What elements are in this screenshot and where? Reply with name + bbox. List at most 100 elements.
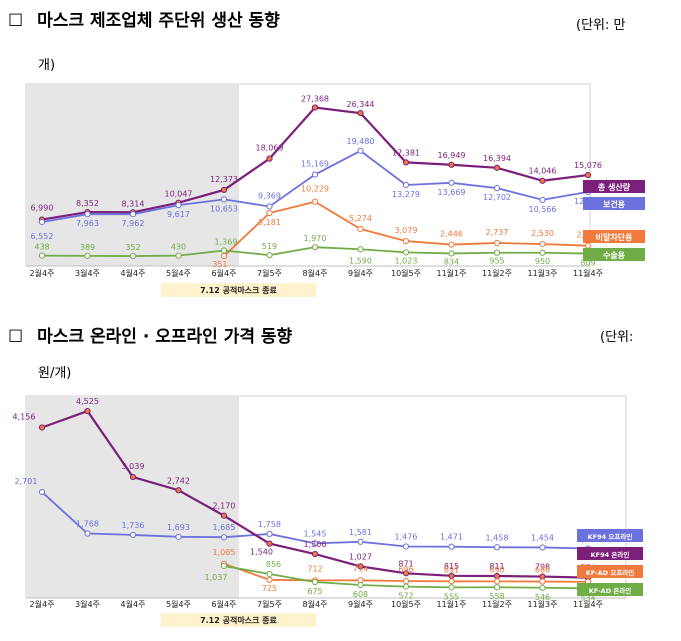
heading-price: ☐ 마스크 온라인 · 오프라인 가격 동향	[8, 322, 292, 347]
legend-swatch	[583, 248, 645, 261]
data-point	[402, 570, 410, 577]
x-tick-label: 9월4주	[348, 268, 373, 278]
data-label: 690	[489, 565, 504, 574]
data-point	[311, 244, 319, 251]
data-point	[402, 159, 410, 166]
data-point	[175, 533, 182, 540]
data-label: 809	[580, 259, 595, 268]
data-point	[220, 247, 228, 254]
data-point	[493, 544, 501, 551]
data-label: 1,476	[395, 532, 418, 541]
data-point	[448, 179, 455, 186]
data-point	[175, 252, 182, 259]
data-label: 1,023	[395, 256, 418, 265]
data-point	[357, 246, 364, 253]
data-label: 1,085	[213, 548, 236, 557]
data-label: 1,685	[213, 523, 236, 532]
x-tick-label: 11월1주	[437, 268, 467, 278]
data-label: 1,454	[531, 533, 554, 542]
x-tick-label: 10월5주	[391, 268, 421, 278]
data-point	[357, 110, 364, 117]
data-label: 27,368	[301, 94, 329, 103]
x-tick-label: 2월4주	[30, 599, 55, 609]
data-label: 1,458	[486, 533, 509, 542]
legend-label: 총 생산량	[598, 182, 631, 192]
data-label: 725	[262, 584, 277, 593]
shaded-region	[26, 84, 239, 266]
data-point	[493, 185, 501, 192]
legend-swatch	[577, 583, 643, 596]
data-label: 519	[262, 242, 277, 251]
data-label: 15,169	[301, 160, 329, 169]
data-point	[493, 578, 501, 585]
data-label: 12,702	[483, 193, 511, 202]
data-label: 10,229	[301, 185, 329, 194]
data-label: 8,314	[122, 199, 145, 208]
data-point	[266, 570, 273, 578]
data-point	[539, 249, 546, 256]
data-label: 351	[212, 260, 227, 269]
data-label: 352	[125, 243, 140, 252]
checkbox-icon: ☐	[8, 11, 24, 31]
data-label: 1,736	[122, 521, 145, 530]
data-point	[220, 562, 228, 570]
data-point	[84, 407, 91, 415]
legend-label: KF-AD 온라인	[589, 586, 632, 595]
data-point	[84, 530, 91, 537]
data-label: 17,381	[392, 148, 420, 157]
data-label: 1,037	[205, 573, 228, 582]
data-point	[266, 540, 273, 547]
data-label: 9,617	[167, 210, 190, 219]
legend-swatch	[583, 180, 645, 193]
legend-label: 비말차단용	[596, 232, 633, 242]
data-point	[220, 196, 228, 203]
data-label: 9,369	[258, 191, 281, 200]
data-point	[402, 181, 410, 189]
annotation-label: 7.12 공적마스크 종료	[200, 285, 277, 295]
x-tick-label: 7월5주	[257, 268, 282, 278]
data-point	[402, 249, 410, 256]
data-point	[493, 249, 501, 256]
data-label: 7,962	[122, 219, 145, 228]
data-label: 572	[398, 592, 413, 601]
data-point	[357, 225, 364, 233]
data-label: 19,480	[347, 137, 375, 146]
data-point	[311, 540, 319, 547]
data-point	[311, 104, 319, 111]
data-label: 15,076	[574, 161, 602, 170]
x-tick-label: 11월2주	[482, 599, 512, 609]
data-label: 871	[398, 559, 413, 568]
data-point	[448, 250, 455, 257]
data-point	[129, 252, 137, 260]
data-point	[311, 198, 319, 205]
data-point	[448, 584, 455, 591]
x-tick-label: 11월1주	[437, 599, 467, 609]
unit-label-price-b: 원/개)	[38, 366, 72, 381]
data-label: 1,590	[349, 256, 372, 265]
data-label: 14,046	[529, 167, 557, 176]
data-label: 1,768	[76, 520, 99, 529]
x-tick-label: 11월3주	[528, 268, 558, 278]
data-label: 8,352	[76, 199, 99, 208]
x-tick-label: 10월5주	[391, 599, 421, 609]
data-label: 546	[535, 593, 550, 602]
unit-label-price-a: (단위:	[600, 330, 634, 345]
shaded-region	[26, 396, 239, 598]
x-tick-label: 4월4주	[121, 268, 146, 278]
x-tick-label: 6월4주	[212, 268, 237, 278]
data-point	[448, 543, 455, 550]
data-point	[266, 576, 273, 583]
data-label: 608	[353, 590, 368, 599]
data-point	[402, 577, 410, 585]
x-tick-label: 5월4주	[166, 268, 191, 278]
x-tick-label: 8월4주	[303, 599, 328, 609]
data-point	[539, 573, 546, 580]
data-label: 16,394	[483, 154, 511, 163]
data-label: 555	[444, 592, 459, 601]
data-point	[357, 147, 364, 154]
data-label: 1,758	[258, 520, 281, 529]
data-label: 1,693	[167, 523, 190, 532]
x-tick-label: 7월5주	[257, 599, 282, 609]
